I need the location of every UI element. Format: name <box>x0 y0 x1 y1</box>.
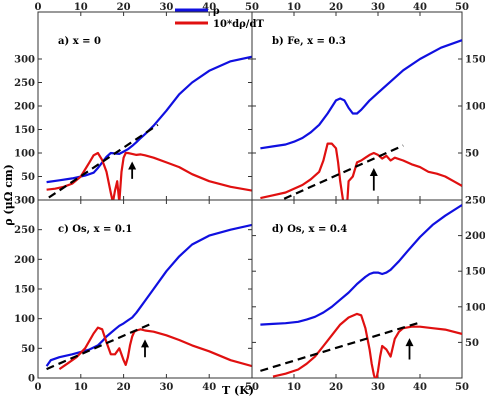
dashed-fit-line <box>260 321 421 372</box>
x-tick-label: 0 <box>35 382 42 393</box>
x-tick-label: 0 <box>35 2 42 13</box>
derivative-series-line <box>46 151 252 200</box>
y-tick-label: 0 <box>28 196 35 207</box>
arrow-head-icon <box>369 168 378 177</box>
y-tick-label: 50 <box>465 338 479 349</box>
x-tick-label: 40 <box>202 382 216 393</box>
x-tick-label: 10 <box>74 2 88 13</box>
x-tick-label: 20 <box>117 382 131 393</box>
plot-area <box>45 223 252 371</box>
y-tick-label: 200 <box>14 102 35 113</box>
x-tick-label: 50 <box>455 382 469 393</box>
rho-series-line <box>260 204 462 326</box>
panel-4: 10 20 30 40 50 50 100 150 200 250 d) Os, x = 0.4 <box>251 196 485 393</box>
x-tick-label: 50 <box>455 2 469 13</box>
derivative-series-line <box>260 142 462 200</box>
rho-series-line <box>46 55 252 184</box>
y-tick-label: 0 <box>28 374 35 385</box>
y-tick-label: 250 <box>14 78 35 89</box>
arrow-head-icon <box>141 339 149 348</box>
dashed-fit-line <box>43 123 159 200</box>
derivative-series-line <box>272 312 462 378</box>
panel-label: c) Os, x = 0.1 <box>58 224 132 235</box>
y-tick-label: 100 <box>465 302 485 313</box>
x-tick-label: 30 <box>371 382 385 393</box>
dashed-fit-line <box>46 323 150 371</box>
x-tick-label: 10 <box>74 382 88 393</box>
x-tick-label: 40 <box>413 2 427 13</box>
x-tick-label: 30 <box>159 382 173 393</box>
plot-area <box>43 55 252 200</box>
panel-1: 0 10 20 30 40 50 0 50 100 150 200 250 300 a) x = 0 <box>14 2 259 207</box>
panel-2: 10 20 30 40 50 50 100 150 b) Fe, x = 0.3 <box>251 2 485 201</box>
y-tick-label: 50 <box>21 344 35 355</box>
y-tick-label: 300 <box>14 196 35 207</box>
rho-series-line <box>260 39 462 150</box>
y-tick-label: 100 <box>14 314 35 325</box>
y-tick-label: 200 <box>465 231 485 242</box>
y-tick-label: 200 <box>14 255 35 266</box>
x-tick-label: 40 <box>202 2 216 13</box>
x-axis-label: T (K) <box>222 384 254 397</box>
legend-rho-label: ρ <box>213 6 220 17</box>
panel-label: b) Fe, x = 0.3 <box>272 36 346 47</box>
y-tick-label: 150 <box>14 125 35 136</box>
arrow-head-icon <box>128 161 137 170</box>
panel-label: d) Os, x = 0.4 <box>272 224 347 235</box>
dashed-fit-line <box>278 144 404 200</box>
x-tick-label: 10 <box>287 2 301 13</box>
panel-frame <box>251 199 463 379</box>
x-tick-label: 50 <box>245 382 259 393</box>
panel-3: 0 10 20 30 40 50 0 50 100 150 200 250 300 c) Os, x = … <box>14 196 259 394</box>
panel-label: a) x = 0 <box>58 36 101 47</box>
plot-area <box>260 204 462 378</box>
y-tick-label: 250 <box>14 225 35 236</box>
y-tick-label: 150 <box>14 285 35 296</box>
x-tick-label: 20 <box>329 2 343 13</box>
y-tick-label: 100 <box>465 102 485 113</box>
legend-deriv-label: 10*dρ/dT <box>213 19 264 30</box>
y-tick-label: 150 <box>465 55 485 66</box>
x-tick-label: 40 <box>413 382 427 393</box>
x-tick-label: 20 <box>329 382 343 393</box>
arrow-head-icon <box>405 338 414 347</box>
x-tick-label: 30 <box>371 2 385 13</box>
plot-area <box>260 39 462 200</box>
rho-series-line <box>45 223 252 367</box>
legend: ρ 10*dρ/dT <box>175 6 264 30</box>
x-tick-label: 50 <box>245 2 259 13</box>
x-tick-label: 10 <box>287 382 301 393</box>
y-tick-label: 300 <box>14 55 35 66</box>
y-tick-label: 100 <box>14 149 35 160</box>
y-tick-label: 50 <box>465 149 479 160</box>
derivative-series-line <box>58 326 252 371</box>
x-tick-label: 20 <box>117 2 131 13</box>
x-tick-label: 30 <box>159 2 173 13</box>
y-tick-label: 50 <box>21 172 35 183</box>
y-axis-label: ρ (μΩ cm) <box>2 164 15 226</box>
y-tick-label: 150 <box>465 267 485 278</box>
y-tick-label: 250 <box>465 196 485 207</box>
